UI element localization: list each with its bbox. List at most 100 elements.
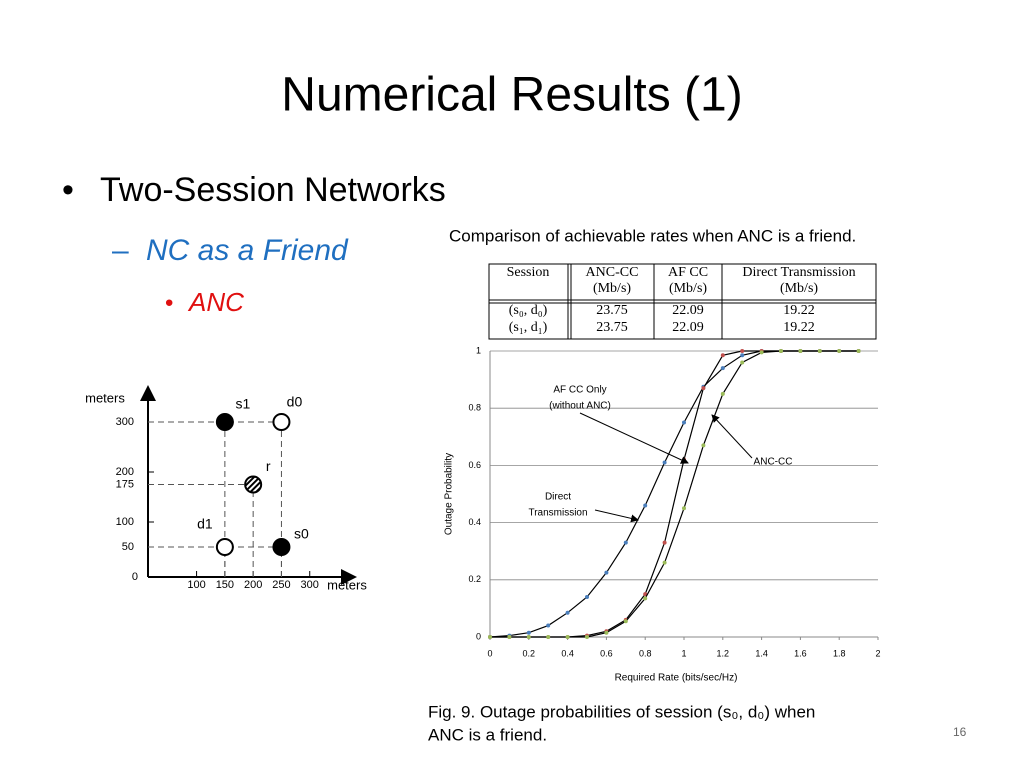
- annotation: ANC-CC: [754, 457, 793, 468]
- y-axis-label: meters: [85, 390, 125, 405]
- table-frame: [488, 263, 877, 340]
- x-tick-label: 150: [216, 579, 234, 591]
- table-cell: (s₁, d₁): [509, 320, 548, 335]
- annotation: (without ANC): [549, 401, 611, 412]
- node-label: s1: [235, 396, 250, 412]
- x-tick-label: 0.8: [639, 648, 652, 658]
- table-header: AF CC: [668, 265, 708, 280]
- data-point: [565, 610, 570, 615]
- data-point: [526, 635, 531, 639]
- data-point: [740, 360, 745, 365]
- dash-glyph: –: [112, 234, 129, 267]
- annotation-arrow: [579, 412, 689, 464]
- data-point: [526, 630, 531, 635]
- table-header: (Mb/s): [669, 281, 707, 296]
- data-point: [701, 443, 706, 448]
- x-tick-label: 0: [487, 648, 492, 658]
- table-header: (Mb/s): [780, 281, 818, 296]
- page-number: 16: [953, 725, 967, 739]
- caption: ANC is a friend.: [428, 725, 547, 744]
- data-point: [720, 353, 725, 358]
- data-point: [643, 503, 648, 508]
- annotation: Transmission: [528, 508, 587, 519]
- node: [272, 538, 291, 556]
- data-point: [720, 391, 725, 396]
- series-line: [490, 350, 859, 638]
- data-point: [682, 506, 686, 511]
- data-point: [817, 349, 822, 353]
- data-point: [604, 570, 609, 575]
- x-tick-label: 250: [272, 579, 290, 591]
- annotation: Direct: [545, 492, 571, 503]
- y-tick-label: 0.6: [468, 460, 481, 470]
- y-tick-label: 100: [116, 516, 134, 528]
- data-point: [565, 635, 570, 639]
- data-point: [623, 619, 628, 624]
- sub-bullet: NC as a Friend: [146, 234, 349, 267]
- data-point: [837, 349, 842, 353]
- sub-sub-bullet: ANC: [187, 287, 244, 317]
- annotation: AF CC Only: [553, 385, 606, 396]
- data-point: [740, 353, 745, 358]
- y-tick-label: 1: [476, 345, 481, 355]
- x-tick-label: 1.6: [794, 648, 807, 658]
- node-label: d1: [197, 516, 213, 532]
- data-point: [856, 349, 861, 353]
- data-point: [604, 630, 609, 635]
- table-cell: (s₀, d₀): [509, 303, 548, 318]
- data-point: [546, 623, 551, 628]
- x-axis-label: meters: [327, 577, 367, 592]
- data-point: [720, 366, 725, 371]
- x-tick-label: 0.4: [561, 648, 574, 658]
- node: [215, 413, 234, 431]
- data-point: [759, 350, 764, 355]
- node: [244, 475, 263, 494]
- y-axis-label: Outage Probability: [444, 453, 455, 535]
- table-header: Direct Transmission: [742, 265, 855, 280]
- table-cell: 22.09: [672, 320, 704, 335]
- x-tick-label: 1.2: [717, 648, 730, 658]
- table-cell: 19.22: [783, 303, 815, 318]
- node-label: d0: [287, 394, 303, 410]
- data-point: [662, 460, 667, 465]
- data-point: [740, 349, 745, 353]
- node-label: r: [266, 458, 271, 474]
- data-point: [643, 592, 648, 597]
- data-point: [779, 349, 783, 353]
- data-point: [798, 349, 803, 353]
- table-cell: 19.22: [783, 320, 815, 335]
- data-point: [701, 386, 706, 391]
- y-tick-label: 175: [116, 478, 134, 490]
- x-tick-label: 100: [187, 579, 205, 591]
- data-point: [682, 420, 686, 425]
- data-point: [662, 560, 667, 565]
- data-point: [507, 635, 512, 639]
- table-cell: 23.75: [596, 320, 628, 335]
- data-point: [488, 635, 492, 639]
- x-tick-label: 0.6: [600, 648, 613, 658]
- slide-title: Numerical Results (1): [281, 69, 742, 122]
- data-point: [643, 596, 648, 601]
- annotation-arrow: [711, 414, 753, 459]
- x-axis-label: Required Rate (bits/sec/Hz): [615, 673, 738, 684]
- caption: Fig. 9. Outage probabilities of session …: [428, 702, 815, 721]
- x-tick-label: 0.2: [523, 648, 536, 658]
- x-tick-label: 1: [681, 648, 686, 658]
- x-tick-label: 300: [301, 579, 319, 591]
- y-tick-label: 0.2: [468, 574, 481, 584]
- y-tick-label: 200: [116, 466, 134, 478]
- x-tick-label: 1.8: [833, 648, 846, 658]
- node-label: s0: [294, 526, 309, 542]
- table-header: (Mb/s): [593, 281, 631, 296]
- y-tick-label: 0.4: [468, 517, 481, 527]
- x-tick-label: 1.4: [755, 648, 768, 658]
- data-point: [546, 635, 551, 639]
- y-tick-label: 0: [476, 631, 481, 641]
- node: [215, 538, 234, 556]
- bullet: Two-Session Networks: [100, 171, 446, 209]
- bullet-glyph: •: [165, 289, 173, 316]
- y-tick-label: 0.8: [468, 403, 481, 413]
- data-point: [585, 594, 589, 599]
- x-tick-label: 200: [244, 579, 262, 591]
